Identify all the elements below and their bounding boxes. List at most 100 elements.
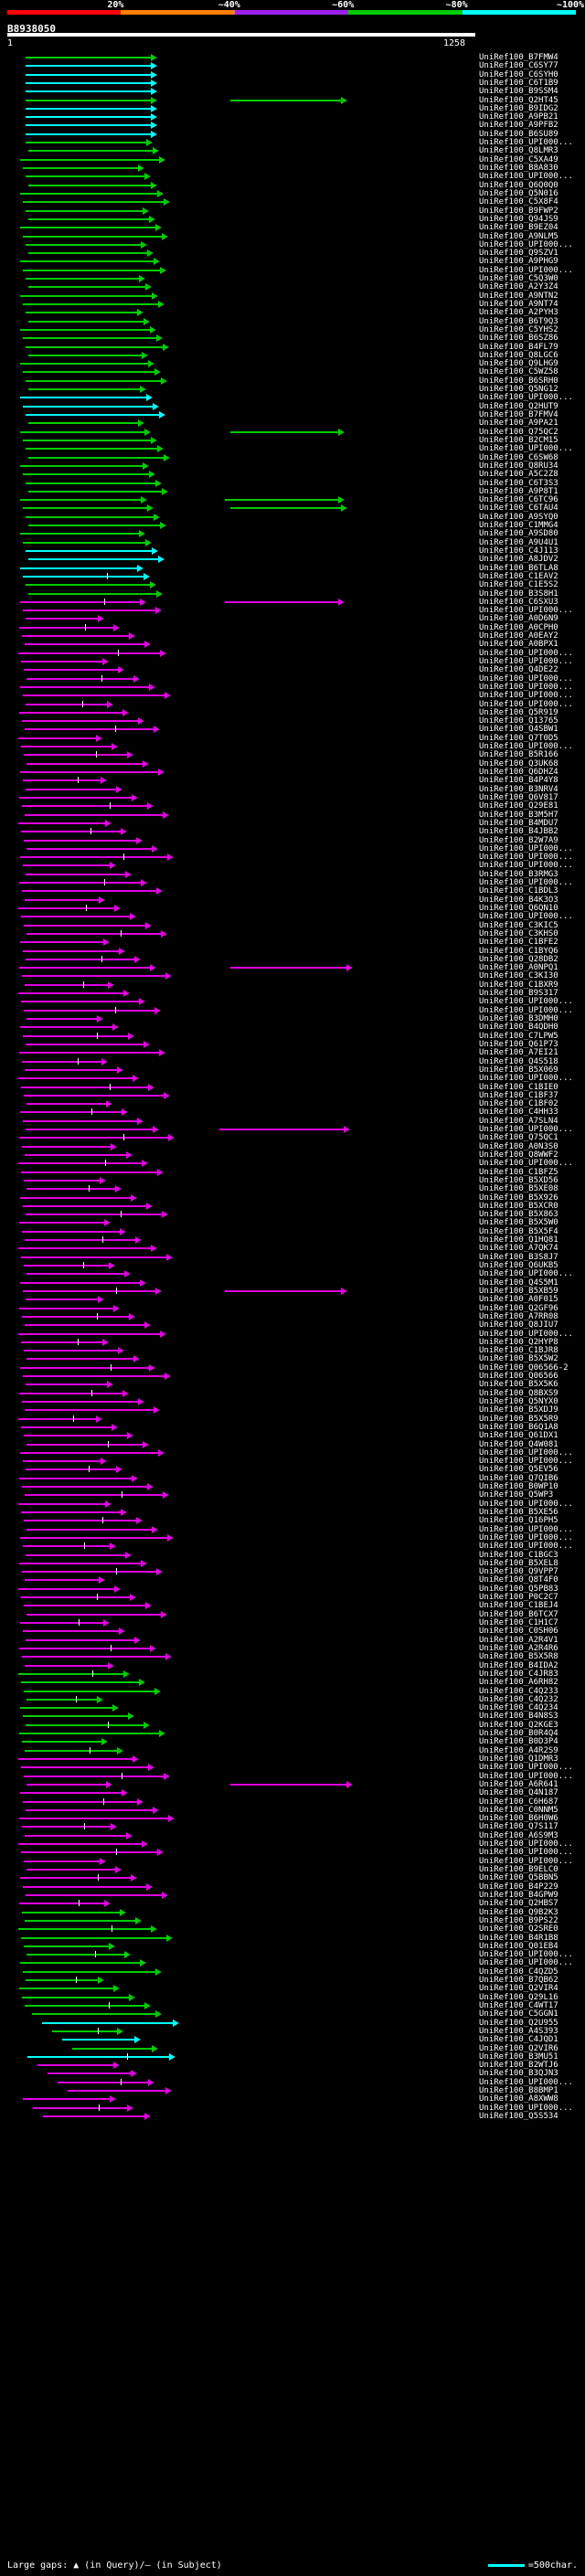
hit-label-link[interactable]: UniRef100_Q8WWF2 (479, 1150, 558, 1160)
hit-label-link[interactable]: UniRef100_B5XB59 (479, 1286, 558, 1296)
hit-label-link[interactable]: UniRef100_B4P4Y8 (479, 776, 558, 786)
hit-label-link[interactable]: UniRef100_Q7T0D5 (479, 733, 558, 743)
hit-label-link[interactable]: UniRef100_B4FL79 (479, 342, 558, 352)
hit-label-link[interactable]: UniRef100_Q5N016 (479, 188, 558, 198)
hit-label-link[interactable]: UniRef100_B0R4Q4 (479, 1729, 558, 1739)
hit-label-link[interactable]: UniRef100_A9PFB2 (479, 121, 558, 131)
hit-label-link[interactable]: UniRef100_B9EZ04 (479, 223, 558, 233)
hit-label-link[interactable]: UniRef100_B8A830 (479, 164, 558, 174)
hit-label-link[interactable]: UniRef100_B5XE56 (479, 1508, 558, 1517)
hit-label-link[interactable]: UniRef100_B3DMH0 (479, 1014, 558, 1024)
hit-label-link[interactable]: UniRef100_Q2VIR4 (479, 1984, 558, 1994)
hit-label-link[interactable]: UniRef100_Q4W081 (479, 1439, 558, 1449)
hit-label-link[interactable]: UniRef100_A0CPH0 (479, 622, 558, 632)
hit-label-link[interactable]: UniRef100_B5X5R8 (479, 1652, 558, 1662)
hit-label-link[interactable]: UniRef100_C0SH06 (479, 1627, 558, 1637)
hit-label-link[interactable]: UniRef100_A4S393 (479, 2026, 558, 2036)
hit-label-link[interactable]: UniRef100_C6SYH0 (479, 69, 558, 80)
hit-label-link[interactable]: UniRef100_UPI000... (479, 444, 573, 454)
hit-label-link[interactable]: UniRef100_B0D3P4 (479, 1737, 558, 1747)
hit-label-link[interactable]: UniRef100_C5XA49 (479, 154, 558, 164)
hit-label-link[interactable]: UniRef100_UPI000... (479, 691, 573, 701)
hit-label-link[interactable]: UniRef100_C4JR83 (479, 1669, 558, 1679)
hit-label-link[interactable]: UniRef100_B5XCR0 (479, 1201, 558, 1211)
hit-label-link[interactable]: UniRef100_C7LPW5 (479, 1031, 558, 1041)
hit-label-link[interactable]: UniRef100_C6T3S3 (479, 478, 558, 488)
hit-label-link[interactable]: UniRef100_B6Q1A8 (479, 1422, 558, 1432)
hit-label-link[interactable]: UniRef100_C4J113 (479, 546, 558, 556)
hit-label-link[interactable]: UniRef100_A8XWW8 (479, 2094, 558, 2104)
hit-label-link[interactable]: UniRef100_A5C2Z8 (479, 470, 558, 480)
hit-label-link[interactable]: UniRef100_UPI000... (479, 742, 573, 752)
hit-label-link[interactable]: UniRef100_B9S317 (479, 989, 558, 999)
hit-label-link[interactable]: UniRef100_B3RMG3 (479, 869, 558, 879)
hit-label-link[interactable]: UniRef100_C6SY77 (479, 61, 558, 71)
hit-label-link[interactable]: UniRef100_UPI000... (479, 2103, 573, 2113)
hit-label-link[interactable]: UniRef100_A0N3S0 (479, 1141, 558, 1151)
hit-label-link[interactable]: UniRef100_A9SYQ0 (479, 512, 558, 522)
hit-label-link[interactable]: UniRef100_UPI000... (479, 657, 573, 666)
hit-label-link[interactable]: UniRef100_B5X863 (479, 1210, 558, 1220)
hit-label-link[interactable]: UniRef100_B2WTJ6 (479, 2061, 558, 2071)
hit-label-link[interactable]: UniRef100_UPI000... (479, 648, 573, 658)
hit-label-link[interactable]: UniRef100_B3MU51 (479, 2051, 558, 2062)
hit-label-link[interactable]: UniRef100_C5X8F4 (479, 197, 558, 207)
hit-label-link[interactable]: UniRef100_C4WT17 (479, 2000, 558, 2010)
hit-label-link[interactable]: UniRef100_C1BYQ6 (479, 946, 558, 956)
hit-label-link[interactable]: UniRef100_B7FMV4 (479, 410, 558, 420)
hit-label-link[interactable]: UniRef100_Q8RU34 (479, 461, 558, 471)
hit-label-link[interactable]: UniRef100_A7EI21 (479, 1048, 558, 1058)
hit-label-link[interactable]: UniRef100_B5X5R9 (479, 1414, 558, 1424)
hit-label-link[interactable]: UniRef100_UPI000... (479, 853, 573, 863)
hit-label-link[interactable]: UniRef100_Q6QN10 (479, 904, 558, 913)
hit-label-link[interactable]: UniRef100_B6H0W6 (479, 1814, 558, 1824)
hit-label-link[interactable]: UniRef100_UPI000... (479, 1771, 573, 1781)
hit-label-link[interactable]: UniRef100_A2R4V1 (479, 1635, 558, 1645)
hit-label-link[interactable]: UniRef100_UPI000... (479, 1329, 573, 1339)
hit-label-link[interactable]: UniRef100_B4R1B8 (479, 1933, 558, 1943)
hit-label-link[interactable]: UniRef100_Q29E81 (479, 801, 558, 811)
hit-label-link[interactable]: UniRef100_UPI000... (479, 1763, 573, 1773)
hit-label-link[interactable]: UniRef100_UPI000... (479, 1074, 573, 1084)
hit-label-link[interactable]: UniRef100_UPI000... (479, 997, 573, 1007)
hit-label-link[interactable]: UniRef100_Q5NYX0 (479, 1396, 558, 1406)
hit-label-link[interactable]: UniRef100_B5XE08 (479, 1184, 558, 1194)
hit-label-link[interactable]: UniRef100_B6SRH0 (479, 376, 558, 386)
hit-label-link[interactable]: UniRef100_UPI000... (479, 265, 573, 275)
hit-label-link[interactable]: UniRef100_Q2HT45 (479, 95, 558, 105)
hit-label-link[interactable]: UniRef100_Q7QIB6 (479, 1473, 558, 1483)
hit-label-link[interactable]: UniRef100_UPI000... (479, 673, 573, 684)
hit-label-link[interactable]: UniRef100_UPI000... (479, 699, 573, 709)
hit-label-link[interactable]: UniRef100_A7RR08 (479, 1311, 558, 1321)
hit-label-link[interactable]: UniRef100_UPI000... (479, 861, 573, 871)
hit-label-link[interactable]: UniRef100_B4P229 (479, 1882, 558, 1892)
hit-label-link[interactable]: UniRef100_B5X5K6 (479, 1380, 558, 1390)
hit-label-link[interactable]: UniRef100_C1BDL3 (479, 886, 558, 896)
hit-label-link[interactable]: UniRef100_Q8BXS9 (479, 1388, 558, 1398)
hit-label-link[interactable]: UniRef100_B9IDG2 (479, 103, 558, 113)
hit-label-link[interactable]: UniRef100_UPI000... (479, 1159, 573, 1169)
hit-label-link[interactable]: UniRef100_B6TCX7 (479, 1609, 558, 1619)
hit-label-link[interactable]: UniRef100_C5WZ58 (479, 367, 558, 377)
hit-label-link[interactable]: UniRef100_Q61DX1 (479, 1431, 558, 1441)
hit-label-link[interactable]: UniRef100_B5X069 (479, 1065, 558, 1075)
hit-label-link[interactable]: UniRef100_C1BGC3 (479, 1550, 558, 1560)
hit-label-link[interactable]: UniRef100_B8BMP1 (479, 2086, 558, 2096)
hit-label-link[interactable]: UniRef100_Q1HQ81 (479, 1235, 558, 1246)
hit-label-link[interactable]: UniRef100_Q4N187 (479, 1788, 558, 1798)
hit-label-link[interactable]: UniRef100_C6SW68 (479, 452, 558, 462)
hit-label-link[interactable]: UniRef100_A8JDV2 (479, 555, 558, 565)
hit-label-link[interactable]: UniRef100_B5X5F4 (479, 1226, 558, 1236)
hit-label-link[interactable]: UniRef100_C4Q234 (479, 1703, 558, 1713)
hit-label-link[interactable]: UniRef100_Q4SBW1 (479, 725, 558, 735)
hit-label-link[interactable]: UniRef100_UPI000... (479, 606, 573, 616)
hit-label-link[interactable]: UniRef100_B5X926 (479, 1193, 558, 1203)
hit-label-link[interactable]: UniRef100_B5XDJ9 (479, 1405, 558, 1415)
hit-label-link[interactable]: UniRef100_UPI000... (479, 1542, 573, 1552)
hit-label-link[interactable]: UniRef100_Q2VIR6 (479, 2043, 558, 2053)
hit-label-link[interactable]: UniRef100_UPI000... (479, 843, 573, 853)
hit-label-link[interactable]: UniRef100_C1BIE0 (479, 1082, 558, 1092)
hit-label-link[interactable]: UniRef100_C5YHS2 (479, 324, 558, 334)
hit-label-link[interactable]: UniRef100_B2CM15 (479, 435, 558, 445)
hit-label-link[interactable]: UniRef100_A2Y3Z4 (479, 282, 558, 292)
